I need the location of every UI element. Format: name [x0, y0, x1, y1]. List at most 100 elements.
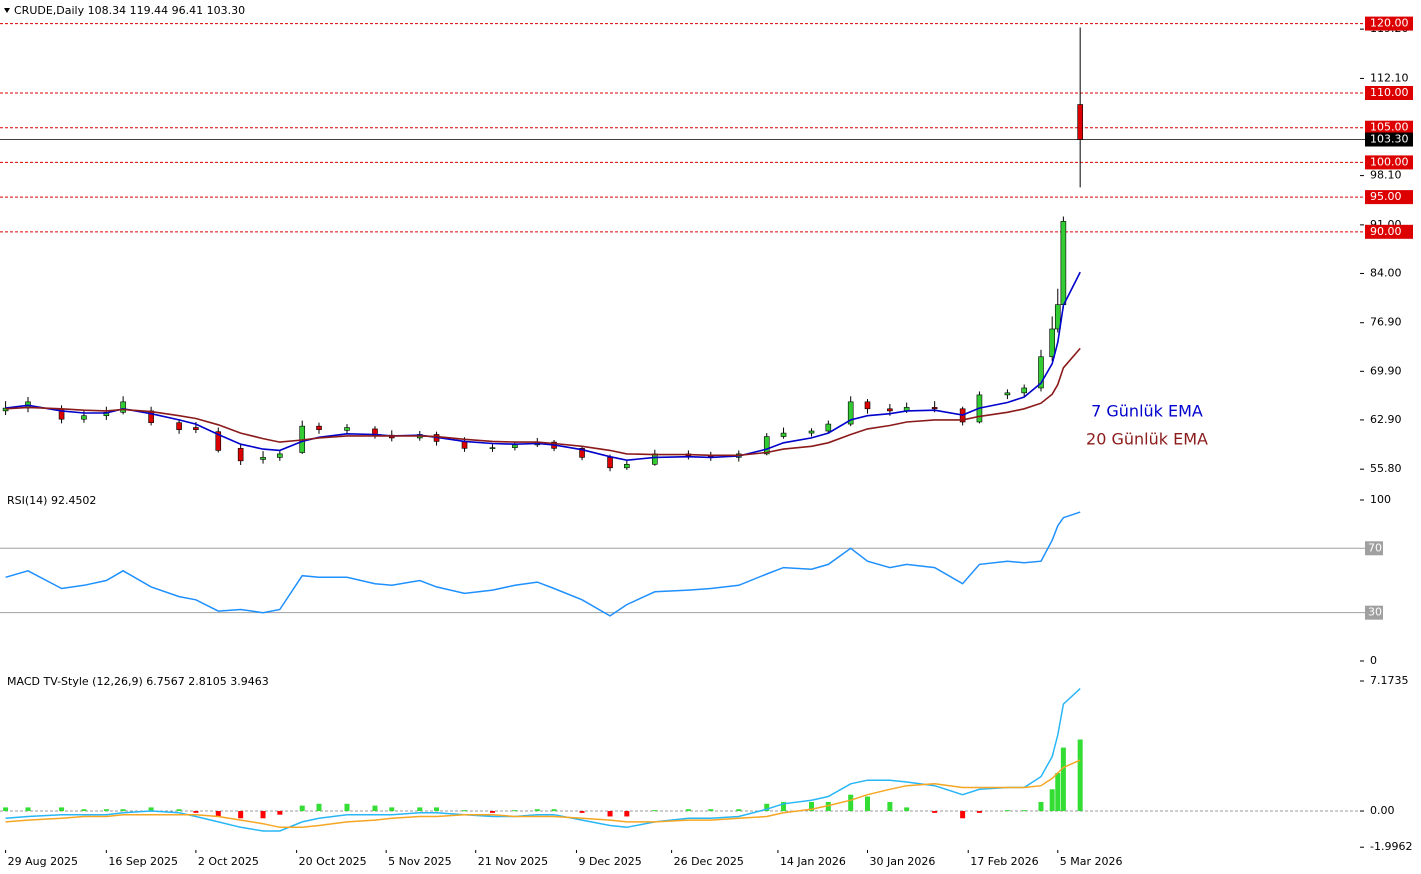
candle-body	[277, 453, 283, 458]
histogram-bar	[976, 811, 982, 813]
level-label-box	[1365, 16, 1413, 31]
level-label: 110.00	[1370, 86, 1409, 99]
histogram-bar	[708, 809, 714, 812]
histogram-bar	[238, 811, 244, 819]
histogram-bar	[260, 811, 266, 819]
x-tick-label: 14 Jan 2026	[780, 855, 846, 868]
histogram-bar	[1004, 810, 1010, 812]
candle-body	[1004, 392, 1011, 396]
macd-title: MACD TV-Style (12,26,9) 6.7567 2.8105 3.…	[7, 675, 269, 688]
level-label: 90.00	[1370, 225, 1402, 238]
level-label: 120.00	[1370, 17, 1409, 30]
candle-body	[763, 436, 770, 455]
legend-entry: 20 Günlük EMA	[1086, 430, 1208, 449]
series-line	[5, 347, 1081, 457]
x-tick-label: 16 Sep 2025	[108, 855, 178, 868]
histogram-bar	[1055, 772, 1061, 812]
candle-body	[1077, 104, 1083, 140]
histogram-bar	[490, 811, 496, 813]
histogram-bar	[316, 803, 322, 812]
level-label: 100.00	[1370, 155, 1409, 168]
histogram-bar	[462, 810, 468, 812]
y-tick-label: 100	[1370, 493, 1391, 506]
x-tick-label: 30 Jan 2026	[869, 855, 935, 868]
x-tick-label: 17 Feb 2026	[970, 855, 1038, 868]
candle-body	[1060, 221, 1067, 305]
histogram-bar	[120, 809, 126, 812]
y-tick-label: 0	[1370, 654, 1377, 667]
x-tick-label: 29 Aug 2025	[8, 855, 78, 868]
histogram-bar	[193, 811, 199, 813]
candle-body	[1021, 387, 1027, 394]
histogram-bar	[904, 807, 910, 812]
candle-body	[215, 431, 222, 451]
level-label: 95.00	[1370, 190, 1402, 203]
series-line	[5, 759, 1081, 829]
level-label-box	[1365, 86, 1413, 101]
histogram-bar	[864, 796, 870, 812]
x-tick-label: 9 Dec 2025	[578, 855, 641, 868]
y-tick-label: 98.10	[1370, 169, 1402, 182]
histogram-bar	[932, 811, 938, 813]
histogram-bar	[344, 803, 350, 812]
level-label: 105.00	[1370, 121, 1409, 134]
histogram-bar	[299, 805, 305, 812]
candle-body	[1054, 304, 1061, 330]
candle-body	[1038, 356, 1044, 389]
histogram-bar	[607, 811, 613, 817]
histogram-bar	[148, 807, 154, 812]
histogram-bar	[652, 810, 658, 812]
y-tick-label: 84.00	[1370, 266, 1402, 279]
histogram-bar	[1038, 801, 1044, 812]
x-tick-label: 20 Oct 2025	[299, 855, 367, 868]
symbol-menu-icon[interactable]	[4, 8, 10, 13]
candle-body	[512, 444, 518, 448]
histogram-bar	[417, 807, 423, 812]
level-label-box	[1365, 541, 1383, 556]
histogram-bar	[624, 811, 630, 817]
histogram-bar	[887, 801, 893, 812]
chart-title: CRUDE,Daily 108.34 119.44 96.41 103.30	[14, 4, 245, 17]
histogram-bar	[434, 807, 440, 812]
histogram-bar	[389, 807, 395, 812]
last-price-box	[1365, 132, 1413, 147]
y-tick-label: 69.90	[1370, 364, 1402, 377]
histogram-bar	[534, 809, 540, 812]
histogram-bar	[1049, 789, 1055, 812]
histogram-bar	[81, 809, 87, 812]
y-tick-label: -1.9962	[1370, 840, 1412, 853]
candle-body	[193, 427, 199, 430]
legend-entry: 7 Günlük EMA	[1091, 402, 1203, 421]
candle-body	[931, 407, 938, 410]
histogram-bar	[848, 794, 854, 812]
series-line	[5, 271, 1081, 462]
candle-body	[825, 423, 832, 432]
histogram-bar	[781, 801, 787, 812]
candle-body	[120, 401, 126, 413]
histogram-bar	[764, 803, 770, 812]
y-tick-label: 62.90	[1370, 413, 1402, 426]
histogram-bar	[685, 809, 691, 812]
histogram-bar	[512, 810, 518, 812]
level-label-box	[1365, 190, 1413, 205]
candle-body	[176, 422, 182, 430]
level-label-box	[1365, 605, 1383, 620]
candle-body	[808, 430, 815, 434]
histogram-bar	[736, 809, 742, 812]
x-tick-label: 26 Dec 2025	[674, 855, 744, 868]
level-label-box	[1365, 224, 1413, 239]
y-tick-label: 112.10	[1370, 71, 1409, 84]
histogram-bar	[25, 807, 31, 812]
candle-body	[847, 401, 854, 425]
x-tick-label: 2 Oct 2025	[198, 855, 259, 868]
histogram-bar	[3, 807, 9, 812]
x-tick-label: 21 Nov 2025	[478, 855, 548, 868]
histogram-bar	[1021, 810, 1027, 812]
candle-body	[780, 432, 787, 437]
candle-body	[887, 408, 893, 412]
candle-body	[344, 427, 350, 431]
histogram-bar	[579, 811, 585, 813]
y-tick-label: 55.80	[1370, 462, 1402, 475]
candle-body	[579, 448, 585, 458]
